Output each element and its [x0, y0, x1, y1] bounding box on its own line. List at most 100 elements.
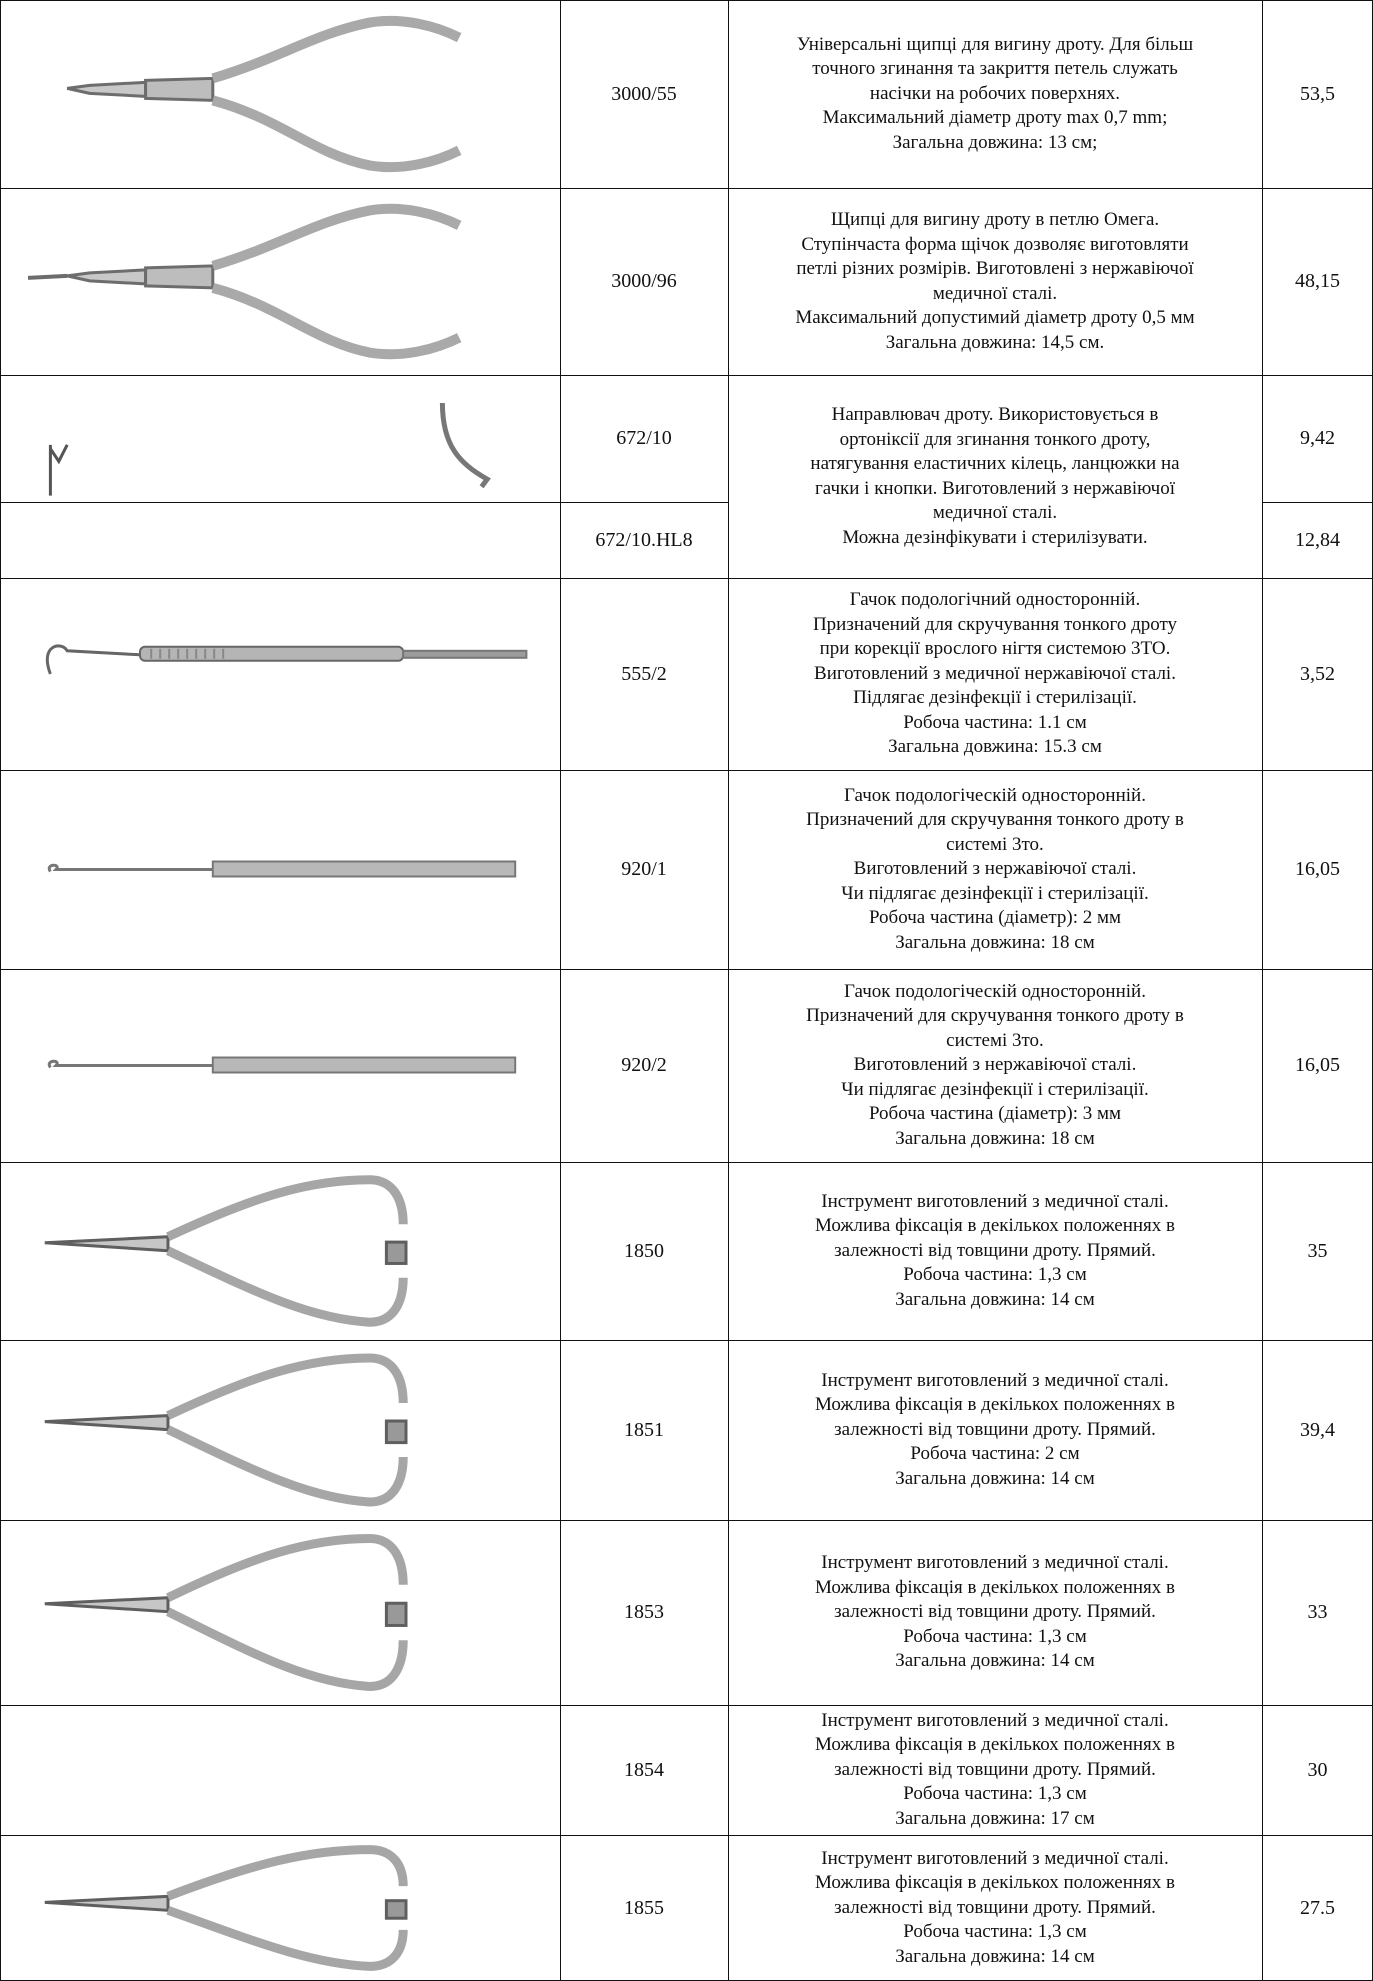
table-rule [0, 578, 1373, 579]
product-code: 1854 [624, 1758, 664, 1781]
product-price: 35 [1307, 1239, 1328, 1262]
description-line: Робоча частина: 1,3 см [903, 1783, 1087, 1805]
product-image-cell [0, 502, 560, 578]
product-code: 1851 [624, 1418, 664, 1441]
description-line: Можлива фіксація в декількох положеннях … [814, 1576, 1176, 1598]
description-line: Виготовлений з нержавіючої сталі. [853, 858, 1137, 880]
product-price: 39,4 [1300, 1418, 1335, 1441]
table-rule [560, 0, 561, 1981]
product-code: 1855 [624, 1896, 664, 1919]
product-image-cell [0, 188, 560, 375]
table-rule [0, 1340, 1373, 1341]
pliers-omega-loop-icon [27, 203, 462, 360]
product-description: Направлювач дроту. Використовується в орт… [728, 375, 1262, 578]
product-code: 1853 [624, 1601, 664, 1623]
description-line: Інструмент виготовлений з медичної сталі… [821, 1190, 1169, 1212]
product-price: 33 [1307, 1601, 1328, 1623]
description-line: гачки і кнопки. Виготовлений з нержавіюч… [815, 477, 1175, 499]
table-rule [728, 0, 729, 1981]
product-image-cell [0, 1520, 560, 1705]
table-rule [0, 375, 1373, 376]
product-image-cell [0, 375, 560, 502]
podology-hook-handle-icon [45, 644, 528, 675]
description-line: залежності від товщини дроту. Прямий. [834, 1418, 1156, 1440]
product-description: Інструмент виготовлений з медичної сталі… [728, 1835, 1262, 1981]
description-line: Можлива фіксація в декількох положеннях … [814, 1872, 1176, 1894]
description-line: Максимальний діаметр дроту max 0,7 mm; [822, 107, 1168, 129]
product-description: Інструмент виготовлений з медичної сталі… [728, 1520, 1262, 1705]
wire-guide-icon [48, 402, 491, 496]
description-line: медичної сталі. [932, 502, 1058, 523]
product-image-cell [0, 1162, 560, 1340]
description-line: насічки на робочих поверхнях. [869, 82, 1121, 104]
table-rule [0, 0, 1, 1981]
description-line: Робоча частина (діаметр): 3 мм [868, 1103, 1122, 1125]
description-line: Гачок подологіческій односторонній. [844, 980, 1146, 1002]
description-line: Загальна довжина: 18 см [895, 931, 1095, 953]
description-line: Робоча частина: 1,3 см [903, 1921, 1087, 1943]
table-rule [1262, 502, 1373, 503]
table-rule [0, 188, 1373, 189]
description-line: Гачок подологіческій односторонній. [844, 784, 1146, 806]
description-line: Загальна довжина: 14 см [895, 1650, 1095, 1672]
table-rule [0, 1705, 1373, 1706]
description-line: Робоча частина: 1.1 см [903, 711, 1087, 733]
product-price: 27.5 [1300, 1896, 1335, 1919]
product-price: 16,05 [1295, 858, 1340, 880]
product-code: 920/1 [621, 858, 667, 880]
description-line: Виготовлений з нержавіючої сталі. [853, 1054, 1137, 1076]
mathieu-needle-holder-icon [44, 1353, 408, 1507]
product-code: 672/10.HL8 [595, 528, 693, 551]
product-price: 48,15 [1295, 270, 1340, 292]
description-line: Інструмент виготовлений з медичної сталі… [821, 1552, 1169, 1574]
description-line: Максимальний допустимий діаметр дроту 0,… [795, 307, 1195, 328]
table-rule [1262, 0, 1263, 1981]
description-line: залежності від товщини дроту. Прямий. [834, 1896, 1156, 1918]
product-price: 53,5 [1300, 82, 1335, 105]
description-line: Робоча частина: 2 см [910, 1443, 1080, 1465]
description-line: Можлива фіксація в декількох положеннях … [814, 1394, 1176, 1416]
mathieu-needle-holder-icon [44, 1533, 408, 1692]
description-line: натягування еластичних кілець, ланцюжки … [810, 453, 1180, 474]
description-line: петлі різних розмірів. Виготовлені з нер… [796, 258, 1194, 279]
description-line: залежності від товщини дроту. Прямий. [834, 1239, 1156, 1261]
product-description: Гачок подологічний односторонній. Признач… [728, 578, 1262, 770]
description-line: Направлювач дроту. Використовується в [831, 404, 1159, 425]
description-line: Загальна довжина: 14 см [895, 1467, 1095, 1489]
product-description: Інструмент виготовлений з медичної сталі… [728, 1162, 1262, 1340]
description-line: Інструмент виготовлений з медичної сталі… [821, 1369, 1169, 1391]
description-line: Загальна довжина: 17 см [895, 1807, 1095, 1829]
description-line: Загальна довжина: 14 см [895, 1288, 1095, 1310]
description-line: ортоніксії для згинання тонкого дроту, [839, 428, 1151, 450]
mathieu-needle-holder-icon [44, 1175, 408, 1327]
product-code: 1850 [624, 1239, 664, 1262]
description-line: Чи підлягає дезінфекції і стерилізації. [841, 882, 1149, 904]
description-line: Призначений для скручування тонкого дрот… [812, 613, 1178, 635]
description-line: Можна дезінфікувати і стерилізувати. [842, 526, 1148, 548]
description-line: Загальна довжина: 13 см; [892, 131, 1098, 153]
description-line: Ступінчаста форма щічок дозволяє виготов… [801, 233, 1189, 255]
podology-hook-flat-icon [47, 1056, 517, 1074]
description-line: Можлива фіксація в декількох положеннях … [814, 1734, 1176, 1756]
description-line: при корекції врослого нігтя системою 3ТО… [819, 638, 1171, 660]
description-line: Загальна довжина: 14 см [895, 1945, 1095, 1967]
description-line: залежності від товщини дроту. Прямий. [834, 1601, 1156, 1623]
product-code: 3000/96 [611, 270, 677, 292]
description-line: Щипці для вигину дроту в петлю Омега. [830, 209, 1160, 230]
table-rule [0, 502, 728, 503]
table-rule [0, 0, 1373, 1]
description-line: залежності від товщини дроту. Прямий. [834, 1758, 1156, 1780]
product-image-cell [0, 578, 560, 770]
product-price: 30 [1307, 1758, 1328, 1781]
product-price: 16,05 [1295, 1054, 1340, 1076]
product-description: Щипці для вигину дроту в петлю Омега. Сту… [728, 188, 1262, 375]
product-image-cell [0, 1835, 560, 1981]
description-line: Інструмент виготовлений з медичної сталі… [821, 1709, 1169, 1731]
description-line: Виготовлений з медичної нержавіючої стал… [814, 662, 1176, 684]
description-line: Загальна довжина: 15.3 см [888, 736, 1102, 758]
description-line: системі 3то. [946, 833, 1044, 855]
product-image-cell [0, 770, 560, 969]
product-image-cell [0, 0, 560, 188]
product-description: Інструмент виготовлений з медичної сталі… [728, 1705, 1262, 1835]
